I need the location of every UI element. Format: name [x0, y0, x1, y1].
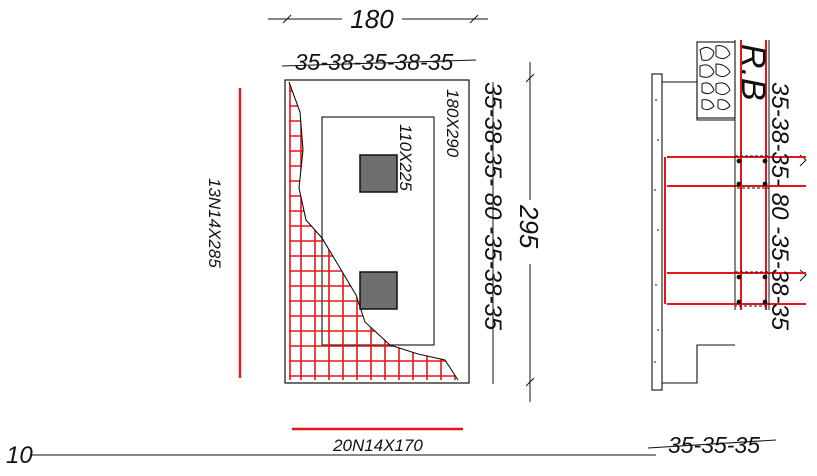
top-spacing-dimension: 35-38-35-38-35 [281, 49, 477, 75]
long-bar-label: 13N14X285 [205, 178, 224, 268]
overall-width-label: 180 [350, 4, 394, 34]
rebar-mesh [289, 82, 458, 380]
pedestal-size-label: 110X225 [396, 124, 415, 191]
overall-length-label: 295 [514, 204, 544, 249]
footing-size-label: 180X290 [443, 89, 462, 158]
break-line [288, 81, 459, 381]
column-lower [359, 271, 398, 310]
left-number-label: 10 [6, 442, 33, 469]
short-bar-label: 20N14X170 [332, 436, 423, 455]
section-right-spacing-label: 35-38-35- 80 -35-38-35 [766, 82, 793, 331]
lean-concrete-hatch [654, 99, 659, 363]
plan-right-spacing-dimension: 35-38-35- 80 -35-38-35 [479, 82, 506, 384]
pedestal-outline [321, 116, 435, 346]
section-rebars [664, 40, 806, 310]
overall-length-dimension: 295 [514, 62, 544, 402]
section-ties [734, 155, 770, 307]
section-view: R.B 35-38-35- 80 -35-38-35 35-35-35 [647, 40, 807, 458]
section-label: R.B [734, 44, 772, 101]
overall-width-dimension: 180 [268, 4, 488, 34]
section-bottom-spacing-label: 35-35-35 [668, 432, 760, 458]
top-spacing-label: 35-38-35-38-35 [295, 49, 454, 75]
plan-right-spacing-label: 35-38-35- 80 -35-38-35 [479, 82, 506, 331]
lean-concrete [651, 73, 663, 391]
column-upper [359, 154, 398, 193]
bar-dots [736, 158, 768, 305]
footing-outline [284, 79, 470, 384]
